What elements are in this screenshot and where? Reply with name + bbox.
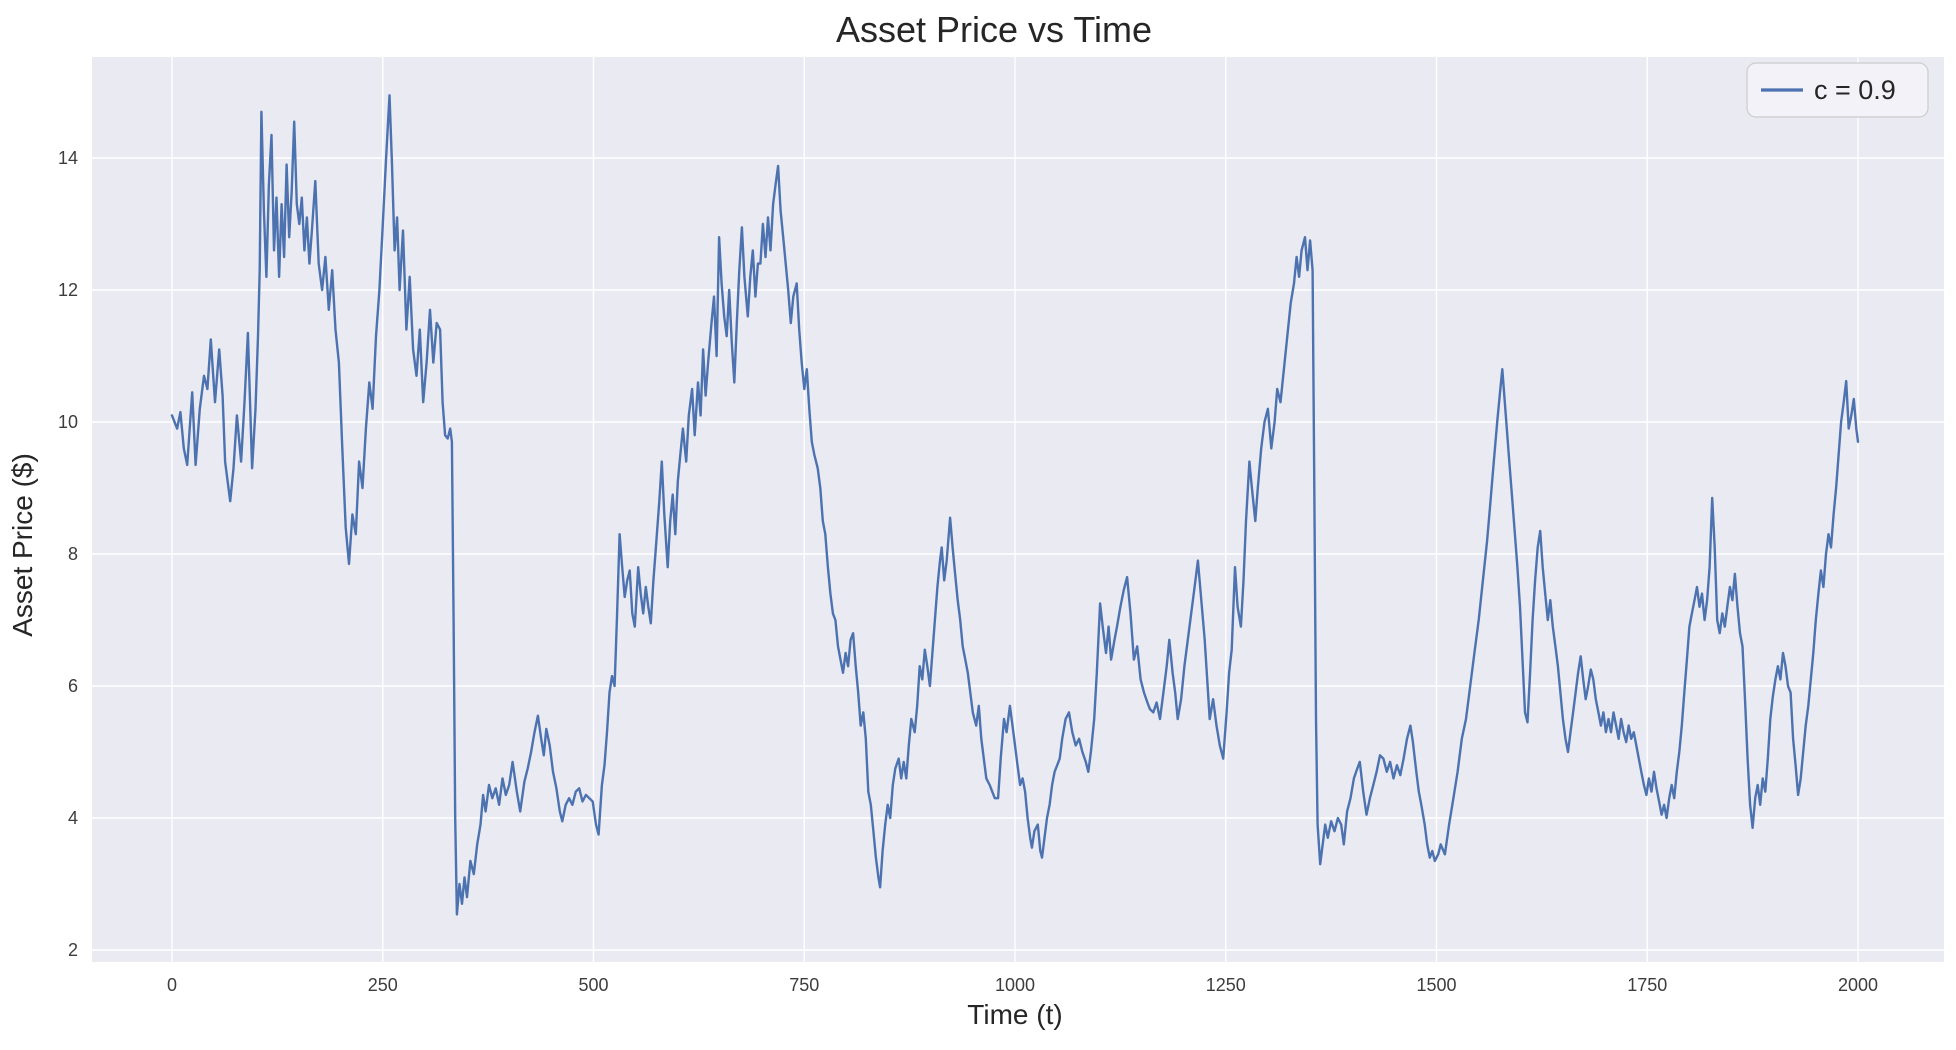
x-axis-tick-labels: 0 250 500 750 1000 1250 1500 1750 2000: [167, 975, 1878, 995]
y-tick-label: 10: [58, 412, 78, 432]
x-tick-label: 250: [368, 975, 398, 995]
legend-box: [1746, 62, 1929, 118]
x-tick-label: 750: [789, 975, 819, 995]
x-tick-label: 2000: [1838, 975, 1878, 995]
price-line-series: [170, 94, 1860, 916]
y-axis-tick-labels: 2 4 6 8 10 12 14: [58, 148, 78, 960]
legend-label: c = 0.9: [1814, 75, 1896, 105]
x-tick-label: 1250: [1206, 975, 1246, 995]
x-tick-label: 0: [167, 975, 177, 995]
y-axis-label: Asset Price ($): [7, 453, 38, 637]
y-tick-label: 12: [58, 280, 78, 300]
y-tick-label: 6: [68, 676, 78, 696]
x-tick-label: 1500: [1416, 975, 1456, 995]
gridlines: [92, 57, 1944, 962]
legend: c = 0.9: [1746, 62, 1929, 118]
x-tick-label: 1000: [995, 975, 1035, 995]
x-tick-label: 500: [578, 975, 608, 995]
x-axis-label: Time (t): [967, 999, 1062, 1030]
y-tick-label: 8: [68, 544, 78, 564]
plot-area: [92, 57, 1944, 962]
x-tick-label: 1750: [1627, 975, 1667, 995]
y-tick-label: 2: [68, 940, 78, 960]
chart-title: Asset Price vs Time: [836, 9, 1152, 50]
y-tick-label: 4: [68, 808, 78, 828]
y-tick-label: 14: [58, 148, 78, 168]
